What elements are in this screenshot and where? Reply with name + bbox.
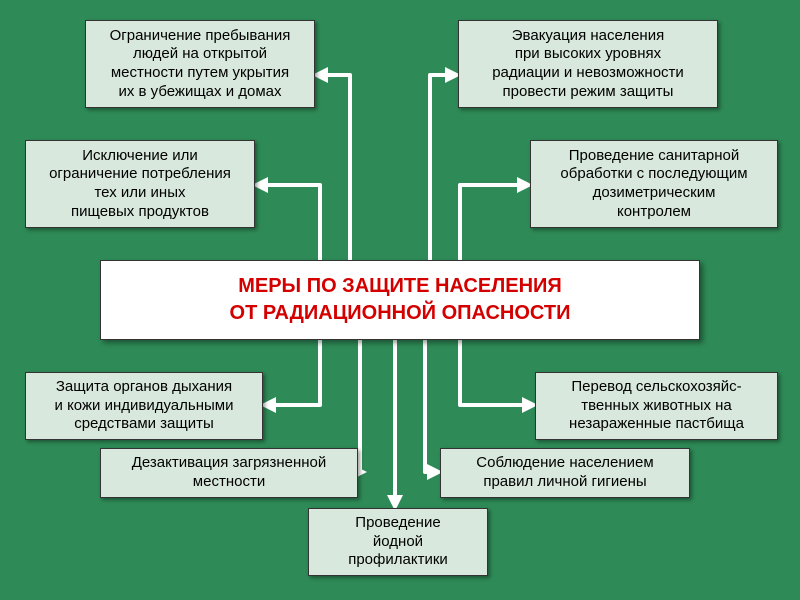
node-n3: Исключение илиограничение потреблениятех… [25,140,255,228]
center-title-box: МЕРЫ ПО ЗАЩИТЕ НАСЕЛЕНИЯОТ РАДИАЦИОННОЙ … [100,260,700,340]
node-text: Ограничение пребываниялюдей на открытойм… [110,27,291,102]
node-n2: Эвакуация населенияпри высоких уровняхра… [458,20,718,108]
node-n8: Соблюдение населениемправил личной гигие… [440,448,690,498]
node-text: Эвакуация населенияпри высоких уровняхра… [492,27,684,102]
center-title-text: МЕРЫ ПО ЗАЩИТЕ НАСЕЛЕНИЯОТ РАДИАЦИОННОЙ … [230,273,571,327]
node-text: Проведениейоднойпрофилактики [348,514,448,570]
node-n9: Проведениейоднойпрофилактики [308,508,488,576]
node-n6: Перевод сельскохозяйс-твенных животных н… [535,372,778,440]
node-text: Защита органов дыханияи кожи индивидуаль… [55,378,234,434]
node-n1: Ограничение пребываниялюдей на открытойм… [85,20,315,108]
node-n7: Дезактивация загрязненнойместности [100,448,358,498]
node-text: Исключение илиограничение потреблениятех… [49,147,231,222]
node-text: Перевод сельскохозяйс-твенных животных н… [569,378,744,434]
node-text: Проведение санитарнойобработки с последу… [560,147,747,222]
node-n4: Проведение санитарнойобработки с последу… [530,140,778,228]
node-n5: Защита органов дыханияи кожи индивидуаль… [25,372,263,440]
node-text: Соблюдение населениемправил личной гигие… [476,454,653,492]
node-text: Дезактивация загрязненнойместности [132,454,327,492]
